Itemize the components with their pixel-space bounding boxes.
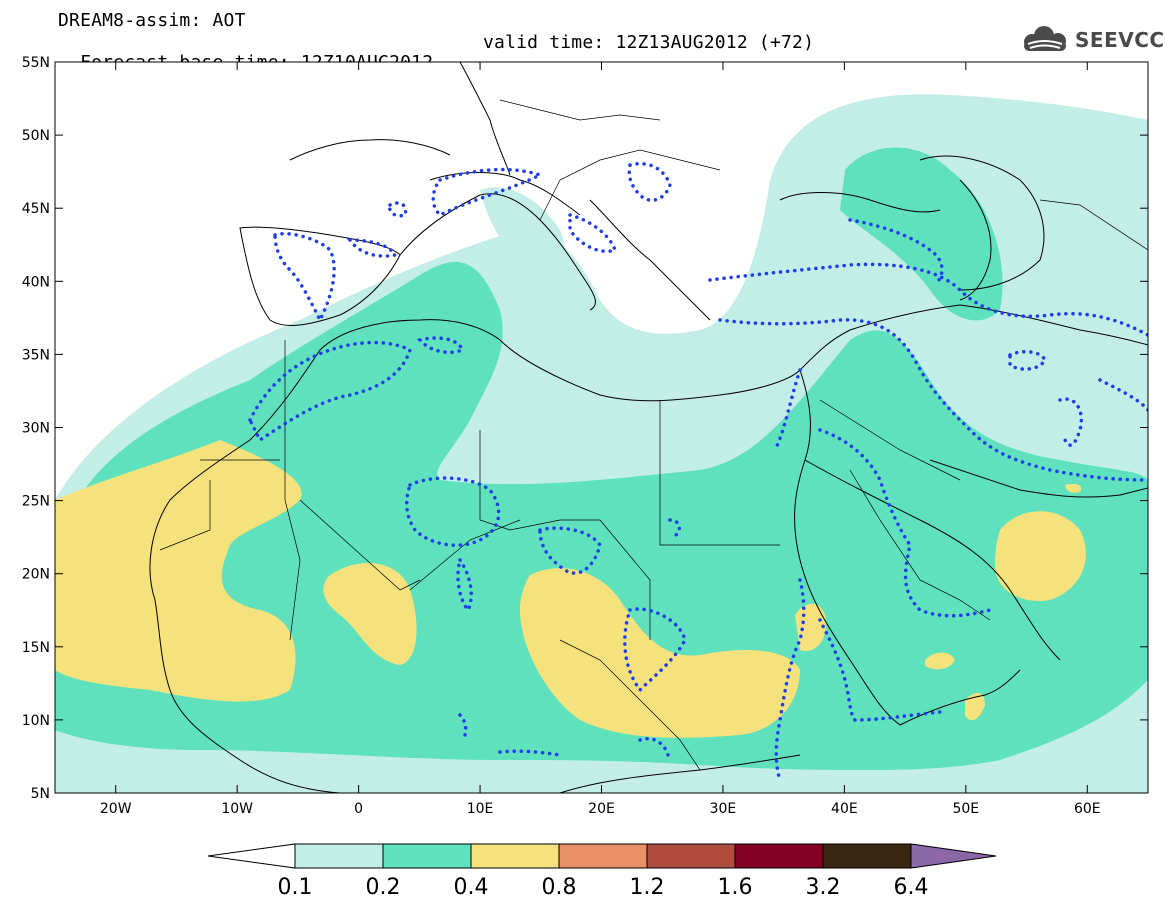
lon-label: 40E	[831, 801, 858, 817]
axis-ticks	[55, 61, 1148, 794]
lon-label: 20E	[588, 801, 615, 817]
colorbar-swatch	[470, 843, 560, 869]
colorbar-over-arrow	[910, 843, 997, 869]
lat-label: 5N	[31, 786, 50, 802]
borders	[159, 99, 1148, 771]
lat-label: 30N	[22, 421, 50, 437]
lat-label: 55N	[22, 55, 50, 71]
forecast-valid-time: valid time: 12Z13AUG2012 (+72)	[483, 32, 815, 53]
colorbar-swatch	[294, 843, 384, 869]
colorbar-swatch	[822, 843, 912, 869]
colorbar-label: 0.1	[278, 875, 313, 900]
colorbar-swatch	[734, 843, 824, 869]
colorbar-label: 0.4	[454, 875, 489, 900]
lon-label: 20W	[100, 801, 132, 817]
lat-label: 45N	[22, 201, 50, 217]
colorbar-swatch	[382, 843, 472, 869]
lon-label: 10E	[467, 801, 494, 817]
lat-label: 20N	[22, 567, 50, 583]
colorbar-label: 1.2	[630, 875, 665, 900]
aot-shading-0-2	[55, 147, 1148, 770]
colorbar-label: 3.2	[806, 875, 841, 900]
dotted-contours	[248, 162, 1148, 782]
colorbar	[207, 843, 997, 869]
aot-shading-0-4	[55, 440, 1086, 738]
logo-text: SEEVCCC	[1075, 28, 1165, 52]
colorbar-label: 6.4	[894, 875, 929, 900]
lon-label: 30E	[710, 801, 737, 817]
lat-label: 35N	[22, 347, 50, 363]
colorbar-label: 0.8	[542, 875, 577, 900]
coastlines	[149, 62, 1148, 793]
colorbar-swatch	[646, 843, 736, 869]
logo	[1024, 26, 1066, 51]
colorbar-label: 0.2	[366, 875, 401, 900]
colorbar-under-arrow	[207, 843, 296, 869]
latitude-labels: 55N 50N 45N 40N 35N 30N 25N 20N 15N 10N 5N	[22, 55, 50, 802]
lat-label: 50N	[22, 128, 50, 144]
lon-label: 0	[354, 801, 363, 817]
lat-label: 10N	[22, 713, 50, 729]
colorbar-labels: 0.1 0.2 0.4 0.8 1.2 1.6 3.2 6.4	[278, 875, 929, 900]
lat-label: 40N	[22, 274, 50, 290]
longitude-labels: 20W 10W 0 10E 20E 30E 40E 50E 60E	[100, 801, 1101, 817]
lon-label: 50E	[952, 801, 979, 817]
lat-label: 15N	[22, 640, 50, 656]
map-title: DREAM8-assim: AOT	[58, 10, 246, 31]
colorbar-label: 1.6	[718, 875, 753, 900]
lon-label: 10W	[221, 801, 253, 817]
lon-label: 60E	[1074, 801, 1101, 817]
colorbar-swatch	[558, 843, 648, 869]
lat-label: 25N	[22, 494, 50, 510]
